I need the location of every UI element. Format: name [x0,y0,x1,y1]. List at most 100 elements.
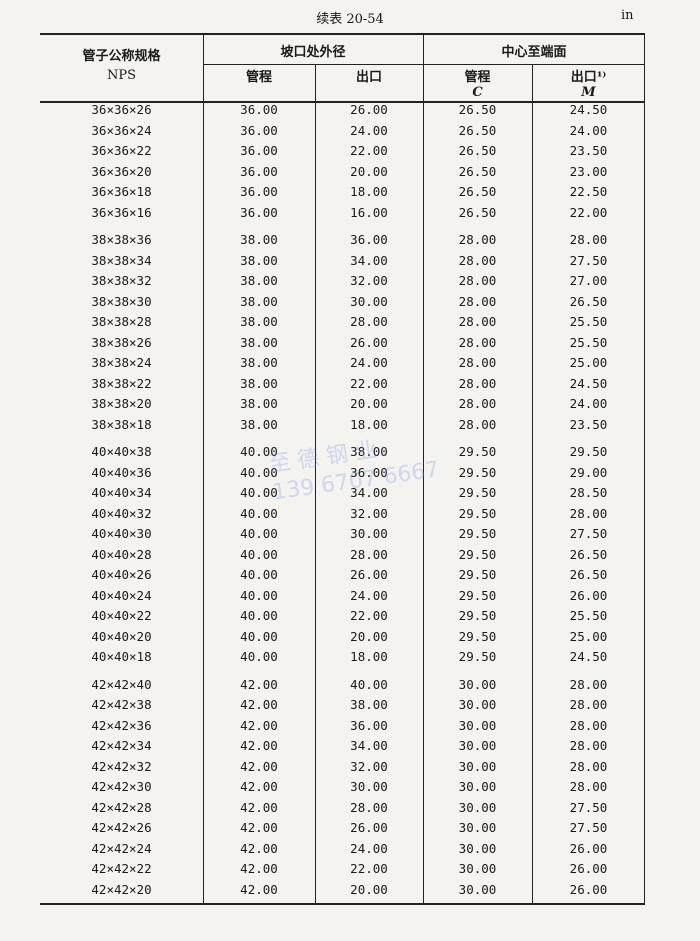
nps-cell: 40×40×18 [91,649,152,664]
center-m-cell: 25.00 [569,628,608,644]
nps-cell: 40×40×24 [91,587,152,603]
run-od-cell: 38.00 [240,232,278,247]
nps-cell: 36×36×16 [91,204,152,220]
header-bottom-rule [40,101,644,103]
table-row: 42×42×30 42.00 30.00 30.00 28.00 [40,779,645,799]
run-od-cell: 38.00 [240,416,278,432]
run-od-cell: 42.00 [240,676,278,692]
nps-cell: 38×38×18 [91,416,152,432]
nps-cell: 38×38×36 [91,232,152,247]
nps-cell: 36×36×22 [91,143,152,158]
table-row: 38×38×36 38.00 36.00 28.00 28.00 [40,232,645,252]
center-m-cell: 27.50 [569,526,608,541]
run-od-cell: 42.00 [240,738,278,753]
outlet-od-cell: 32.00 [350,505,388,521]
center-m-cell: 28.00 [569,758,608,774]
center-c-cell: 29.50 [458,608,497,623]
center-c-cell: 29.50 [458,567,497,582]
center-m-cell: 26.00 [569,861,608,876]
center-c-cell: 29.50 [458,628,497,644]
outlet-od-cell: 30.00 [350,526,388,541]
outlet-od-cell: 40.00 [350,676,388,692]
center-c-cell: 30.00 [458,697,497,712]
nps-cell: 36×36×20 [91,163,152,179]
table-row: 42×42×26 42.00 26.00 30.00 27.50 [40,820,645,840]
header-run: 管程 [245,70,272,85]
run-od-cell: 40.00 [240,587,278,603]
nps-cell: 38×38×22 [91,375,152,391]
center-m-cell: 29.50 [569,444,608,459]
center-m-cell: 24.00 [569,122,608,138]
run-od-cell: 40.00 [240,526,278,541]
run-od-cell: 38.00 [240,396,278,411]
outlet-od-cell: 24.00 [350,355,388,370]
center-m-cell: 27.50 [569,820,608,835]
center-c-cell: 29.50 [458,485,497,500]
run-od-cell: 38.00 [240,252,278,268]
run-od-cell: 42.00 [240,881,278,897]
run-od-cell: 38.00 [240,293,278,309]
outlet-od-cell: 34.00 [350,485,388,500]
nps-cell: 40×40×26 [91,567,152,582]
table-row: 36×36×20 36.00 20.00 26.50 23.00 [40,164,645,184]
nps-cell: 38×38×28 [91,314,152,329]
nps-cell: 42×42×30 [91,779,152,794]
center-c-cell: 30.00 [458,840,497,856]
center-m-cell: 25.50 [569,334,608,350]
column-divider [532,64,534,903]
outlet-od-cell: 18.00 [350,184,388,199]
center-m-cell: 26.00 [569,587,608,603]
center-m-cell: 28.00 [569,738,608,753]
outlet-od-cell: 20.00 [350,396,388,411]
table-row: 38×38×30 38.00 30.00 28.00 26.50 [40,294,645,314]
outlet-od-cell: 28.00 [350,314,388,329]
center-c-cell: 26.50 [458,163,497,179]
run-od-cell: 42.00 [240,799,278,815]
nps-cell: 42×42×24 [91,840,152,856]
table-row: 42×42×22 42.00 22.00 30.00 26.00 [40,861,645,881]
run-od-cell: 40.00 [240,464,278,480]
run-od-cell: 38.00 [240,375,278,391]
table-row: 42×42×38 42.00 38.00 30.00 28.00 [40,697,645,717]
outlet-od-cell: 36.00 [350,232,388,247]
table-row: 40×40×36 40.00 36.00 29.50 29.00 [40,465,645,485]
center-m-cell: 24.50 [569,649,608,664]
center-c-cell: 30.00 [458,799,497,815]
nps-cell: 42×42×32 [91,758,152,774]
center-m-cell: 29.00 [569,464,608,480]
header-symbol-m: M [581,85,596,100]
run-od-cell: 38.00 [240,273,278,288]
table-row: 42×42×20 42.00 20.00 30.00 26.00 [40,882,645,902]
center-c-cell: 29.50 [458,505,497,521]
nps-cell: 36×36×26 [91,102,152,117]
nps-cell: 42×42×40 [91,676,152,692]
run-od-cell: 42.00 [240,861,278,876]
nps-cell: 40×40×20 [91,628,152,644]
table-row: 38×38×28 38.00 28.00 28.00 25.50 [40,314,645,334]
column-divider [315,64,317,903]
table-row: 42×42×32 42.00 32.00 30.00 28.00 [40,759,645,779]
outlet-od-cell: 24.00 [350,122,388,138]
outlet-od-cell: 32.00 [350,758,388,774]
run-od-cell: 40.00 [240,567,278,582]
outlet-od-cell: 16.00 [350,204,388,220]
nps-cell: 40×40×28 [91,546,152,562]
outlet-od-cell: 26.00 [350,334,388,350]
table-row: 38×38×24 38.00 24.00 28.00 25.00 [40,355,645,375]
run-od-cell: 42.00 [240,758,278,774]
run-od-cell: 40.00 [240,608,278,623]
dimension-table: 管子公称规格 NPS 坡口处外径 中心至端面 管程 出口 管程 出口¹⁾ C M… [40,33,645,905]
header-outlet: 出口 [355,70,382,85]
center-c-cell: 28.00 [458,416,497,432]
table-row: 38×38×22 38.00 22.00 28.00 24.50 [40,376,645,396]
nps-cell: 38×38×30 [91,293,152,309]
table-row: 40×40×28 40.00 28.00 29.50 26.50 [40,547,645,567]
center-m-cell: 23.50 [569,143,608,158]
center-m-cell: 25.50 [569,314,608,329]
table-row: 42×42×34 42.00 34.00 30.00 28.00 [40,738,645,758]
run-od-cell: 42.00 [240,779,278,794]
nps-cell: 42×42×36 [91,717,152,733]
nps-cell: 36×36×18 [91,184,152,199]
center-m-cell: 23.00 [569,163,608,179]
center-c-cell: 26.50 [458,122,497,138]
